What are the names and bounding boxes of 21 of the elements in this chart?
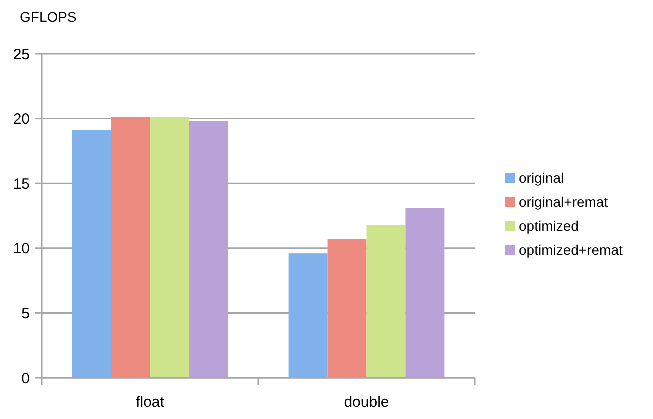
legend-label: original	[519, 170, 564, 186]
legend-label: optimized+remat	[519, 242, 623, 258]
legend-label: optimized	[519, 218, 579, 234]
y-tick-label: 25	[13, 46, 30, 64]
y-tick-label: 10	[13, 240, 30, 258]
legend-label: original+remat	[519, 194, 608, 210]
x-tick-label: float	[136, 394, 166, 411]
y-tick-label: 20	[13, 111, 30, 128]
y-tick-label: 0	[22, 370, 30, 388]
bar	[111, 118, 150, 378]
bar	[406, 208, 445, 378]
y-tick-label: 5	[22, 305, 30, 322]
y-axis-title: GFLOPS	[20, 9, 77, 25]
x-tick-label: double	[344, 394, 390, 411]
bar	[150, 118, 190, 378]
bar	[366, 225, 406, 378]
bar	[189, 121, 228, 378]
bar	[288, 254, 328, 378]
bar	[328, 239, 367, 378]
y-tick-label: 15	[13, 176, 30, 193]
bar	[72, 130, 112, 378]
